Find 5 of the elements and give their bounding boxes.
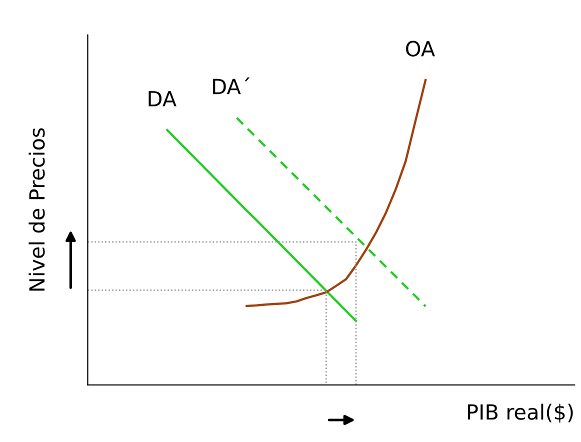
x-axis-title: PIB real($) [468,404,573,423]
y-axis-title: Nivel de Precios [28,128,45,291]
series-label: OA [406,40,435,57]
series-label: DA [148,91,176,106]
series-label: DA´ [213,77,250,94]
